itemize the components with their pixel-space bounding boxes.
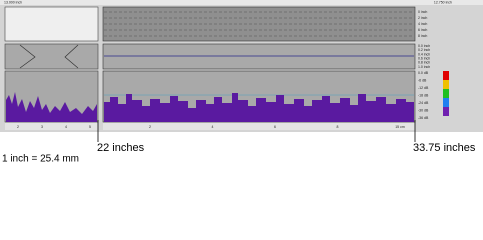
axis-label: 5 bbox=[89, 125, 91, 129]
mid-scan-panel bbox=[102, 43, 416, 70]
left-profile bbox=[6, 92, 97, 122]
scale-label: 0.8 inch bbox=[418, 61, 430, 65]
scale-label: 0.0 dB bbox=[418, 71, 429, 75]
scale-label: -18 dB bbox=[418, 93, 429, 97]
axis-label: 15 cm bbox=[395, 125, 405, 129]
left-mid-panel bbox=[4, 43, 99, 70]
axis-label: 6 bbox=[274, 125, 276, 129]
scale-label: 0.0 inch bbox=[418, 44, 430, 48]
header-left: 13.000 inch bbox=[4, 0, 22, 4]
scale-note: 1 inch = 25.4 mm bbox=[2, 154, 79, 165]
axis-label: 3 bbox=[41, 125, 43, 129]
main-axis-strip bbox=[103, 123, 415, 130]
scale-label: 4 inch bbox=[418, 22, 427, 26]
scale-label: 0.6 inch bbox=[418, 57, 430, 61]
scale-label: -24 dB bbox=[418, 101, 429, 105]
scale-label: -30 dB bbox=[418, 108, 429, 112]
left-top-panel bbox=[4, 6, 99, 42]
color-bar bbox=[443, 71, 449, 116]
scale-label: -6 dB bbox=[418, 78, 427, 82]
axis-label: 4 bbox=[65, 125, 67, 129]
axis-label: 2 bbox=[17, 125, 19, 129]
amplitude-profile bbox=[104, 93, 414, 122]
scale-label: 1.0 inch bbox=[418, 65, 430, 69]
start-label: 22 inches bbox=[97, 142, 145, 154]
title-bar bbox=[0, 0, 483, 5]
scan-lines bbox=[104, 11, 414, 37]
scale-label: 0.2 inch bbox=[418, 48, 430, 52]
left-mid-shape bbox=[19, 44, 79, 69]
scale-label: 6 inch bbox=[418, 28, 427, 32]
header-right: 12.750 inch bbox=[434, 0, 452, 4]
scale-label: 0 inch bbox=[418, 10, 427, 14]
scale-label: -36 dB bbox=[418, 116, 429, 120]
scan-view: 13.000 inch 12.750 inch 0 inch 2 inch 4 in… bbox=[0, 0, 483, 165]
axis-label: 4 bbox=[212, 125, 214, 129]
end-label: 33.75 inches bbox=[413, 142, 476, 154]
axis-label: 2 bbox=[149, 125, 151, 129]
scale-label: 2 inch bbox=[418, 16, 427, 20]
axis-label: 8 bbox=[337, 125, 339, 129]
left-axis-strip bbox=[5, 123, 98, 130]
scale-label: -12 dB bbox=[418, 86, 429, 90]
scale-label: 0.4 inch bbox=[418, 52, 430, 56]
scale-label: 8 inch bbox=[418, 34, 427, 38]
